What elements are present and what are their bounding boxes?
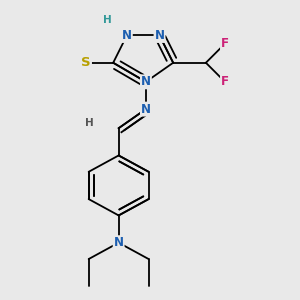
Text: H: H	[85, 118, 94, 128]
Text: N: N	[122, 29, 132, 42]
Text: H: H	[103, 16, 112, 26]
Text: N: N	[154, 29, 164, 42]
Text: N: N	[141, 103, 151, 116]
Text: F: F	[221, 75, 229, 88]
Text: N: N	[114, 236, 124, 249]
Text: N: N	[141, 75, 151, 88]
Text: S: S	[81, 56, 91, 69]
Text: S: S	[81, 56, 91, 69]
Text: F: F	[221, 37, 229, 50]
